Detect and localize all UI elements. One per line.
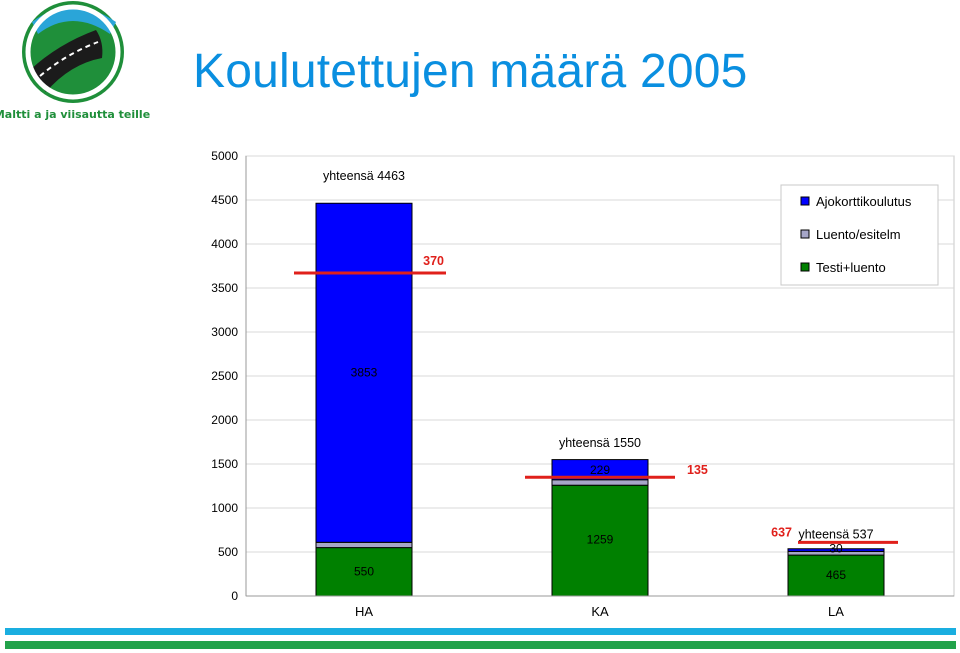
bar-segment [315, 541, 413, 549]
data-label: 3853 [351, 365, 378, 379]
y-tick-label: 1500 [211, 457, 238, 471]
y-tick-label: 500 [218, 545, 238, 559]
footer-bar-blue [5, 628, 956, 635]
logo-ring [25, 4, 121, 100]
legend-swatch [800, 229, 810, 239]
legend-label: Testi+luento [816, 260, 886, 275]
y-tick-label: 4000 [211, 237, 238, 251]
y-tick-label: 5000 [211, 149, 238, 163]
x-axis: HA KA LA [246, 595, 954, 619]
logo-wordmark: Maltti a ja viisautta teille [0, 108, 150, 121]
legend-label: Ajokorttikoulutus [816, 194, 912, 209]
x-tick-label: HA [355, 604, 373, 619]
data-label: 465 [826, 568, 846, 582]
y-tick-label: 2000 [211, 413, 238, 427]
footer-bar-green [5, 641, 956, 649]
y-tick-label: 0 [231, 589, 238, 603]
bar-segment [787, 548, 885, 552]
total-label: yhteensä 4463 [323, 169, 405, 183]
y-tick-label: 4500 [211, 193, 238, 207]
bar-segment [551, 484, 649, 597]
legend-swatch [800, 196, 810, 206]
data-label: 1259 [587, 533, 614, 547]
legend-label: Luento/esitelm [816, 227, 901, 242]
y-tick-label: 2500 [211, 369, 238, 383]
page-title: Koulutettujen määrä 2005 [193, 45, 748, 98]
bar-segment [551, 459, 649, 481]
bar-segment [551, 479, 649, 486]
reference-label: 637 [771, 525, 792, 539]
y-tick-label: 3000 [211, 325, 238, 339]
y-tick-label: 1000 [211, 501, 238, 515]
bar-segment [787, 554, 885, 597]
total-label: yhteensä 1550 [559, 436, 641, 450]
logo: Maltti a ja viisautta teille [0, 1, 150, 121]
y-tick-label: 3500 [211, 281, 238, 295]
x-tick-label: LA [828, 604, 844, 619]
chart-legend: Ajokorttikoulutus Luento/esitelm Testi+lue… [780, 184, 939, 286]
bar-segment [315, 547, 413, 597]
x-tick-label: KA [591, 604, 609, 619]
data-label: 550 [354, 564, 374, 578]
chart-bars [315, 202, 885, 597]
data-label: 229 [590, 463, 610, 477]
legend-swatch [800, 262, 810, 272]
chart-labels: 550 3853 1259 229 465 30 yhteensä 4463 yhteensä… [294, 169, 898, 582]
total-label: yhteensä 537 [798, 527, 873, 541]
data-label: 30 [829, 541, 843, 555]
logo-road-icon [30, 30, 103, 92]
y-axis: 0 500 1000 1500 2000 2500 3000 3500 4000 4500 5000 [211, 149, 247, 603]
reference-label: 370 [423, 254, 444, 268]
bar-segment [315, 202, 413, 543]
reference-label: 135 [687, 463, 708, 477]
